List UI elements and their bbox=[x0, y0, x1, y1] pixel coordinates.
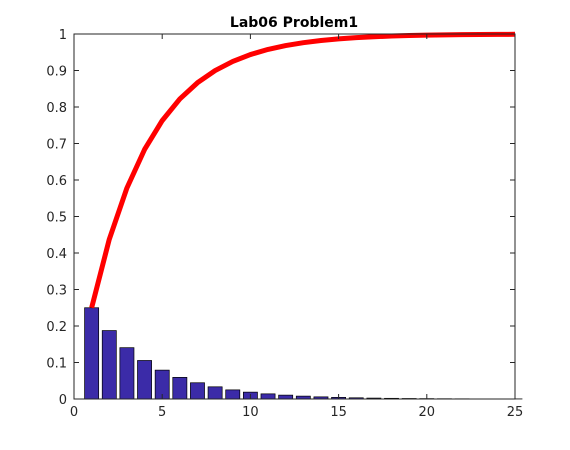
bar bbox=[172, 377, 188, 400]
bar bbox=[260, 393, 276, 400]
y-tick-label: 0.2 bbox=[46, 320, 67, 335]
y-tick-label: 0.1 bbox=[46, 357, 67, 372]
line-layer bbox=[89, 31, 516, 309]
y-tick-label: 0.4 bbox=[46, 247, 67, 262]
x-tick-label: 0 bbox=[70, 405, 78, 420]
bar bbox=[119, 347, 135, 400]
bar bbox=[101, 330, 117, 400]
bar bbox=[84, 307, 100, 400]
x-tick-label: 10 bbox=[242, 405, 259, 420]
y-tick-label: 1 bbox=[59, 28, 67, 43]
y-tick-label: 0.7 bbox=[46, 138, 67, 153]
y-tick-label: 0.8 bbox=[46, 101, 67, 116]
x-tick-label: 5 bbox=[158, 405, 166, 420]
bar bbox=[207, 386, 223, 400]
x-tick-label: 15 bbox=[330, 405, 347, 420]
y-tick-label: 0 bbox=[59, 393, 67, 408]
x-tick-label: 20 bbox=[419, 405, 436, 420]
bar bbox=[190, 382, 205, 400]
y-tick-label: 0.5 bbox=[46, 211, 67, 226]
y-tick-label: 0.9 bbox=[46, 65, 67, 80]
y-axis: 0 0.1 0.2 0.3 0.4 0.5 0.6 0.7 0.8 0.9 1 bbox=[46, 28, 515, 408]
bar bbox=[225, 389, 241, 400]
y-tick-label: 0.3 bbox=[46, 284, 67, 299]
y-tick-label: 0.6 bbox=[46, 174, 67, 189]
plot-area bbox=[74, 34, 515, 399]
x-axis: 0 5 10 15 20 25 bbox=[70, 34, 523, 420]
bar bbox=[137, 360, 152, 400]
chart-title: Lab06 Problem1 bbox=[230, 15, 358, 31]
x-tick-label: 25 bbox=[507, 405, 524, 420]
bar bbox=[278, 394, 294, 400]
series-line bbox=[89, 31, 516, 309]
